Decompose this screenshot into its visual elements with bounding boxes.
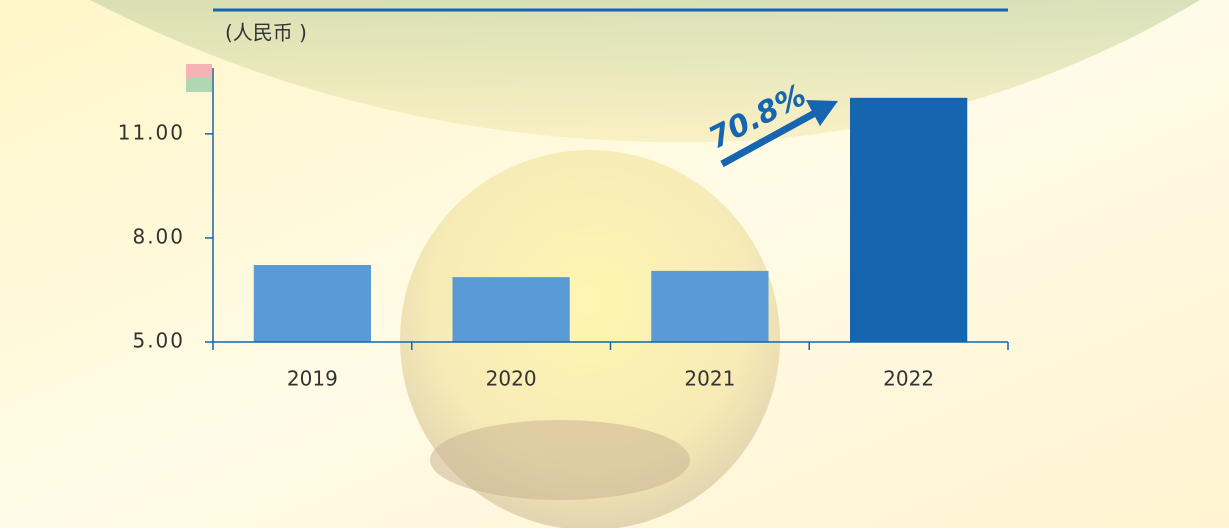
y-tick-label: 8.00: [132, 224, 185, 248]
x-tick-label: 2020: [486, 367, 537, 391]
chart-title: (人民币 ): [225, 21, 307, 45]
icon: [186, 78, 212, 92]
y-tick-label: 11.00: [118, 120, 185, 144]
bar: [651, 270, 769, 342]
annotation-arrow: [720, 109, 817, 168]
bar: [253, 265, 372, 342]
annotation-arrowhead: [806, 100, 838, 126]
x-tick-label: 2021: [684, 367, 735, 391]
y-tick-label: 5.00: [132, 329, 185, 353]
x-tick-label: 2019: [287, 367, 338, 391]
bar: [849, 97, 968, 342]
x-tick-label: 2022: [883, 367, 934, 391]
soil: [430, 420, 690, 500]
bar: [452, 277, 570, 342]
